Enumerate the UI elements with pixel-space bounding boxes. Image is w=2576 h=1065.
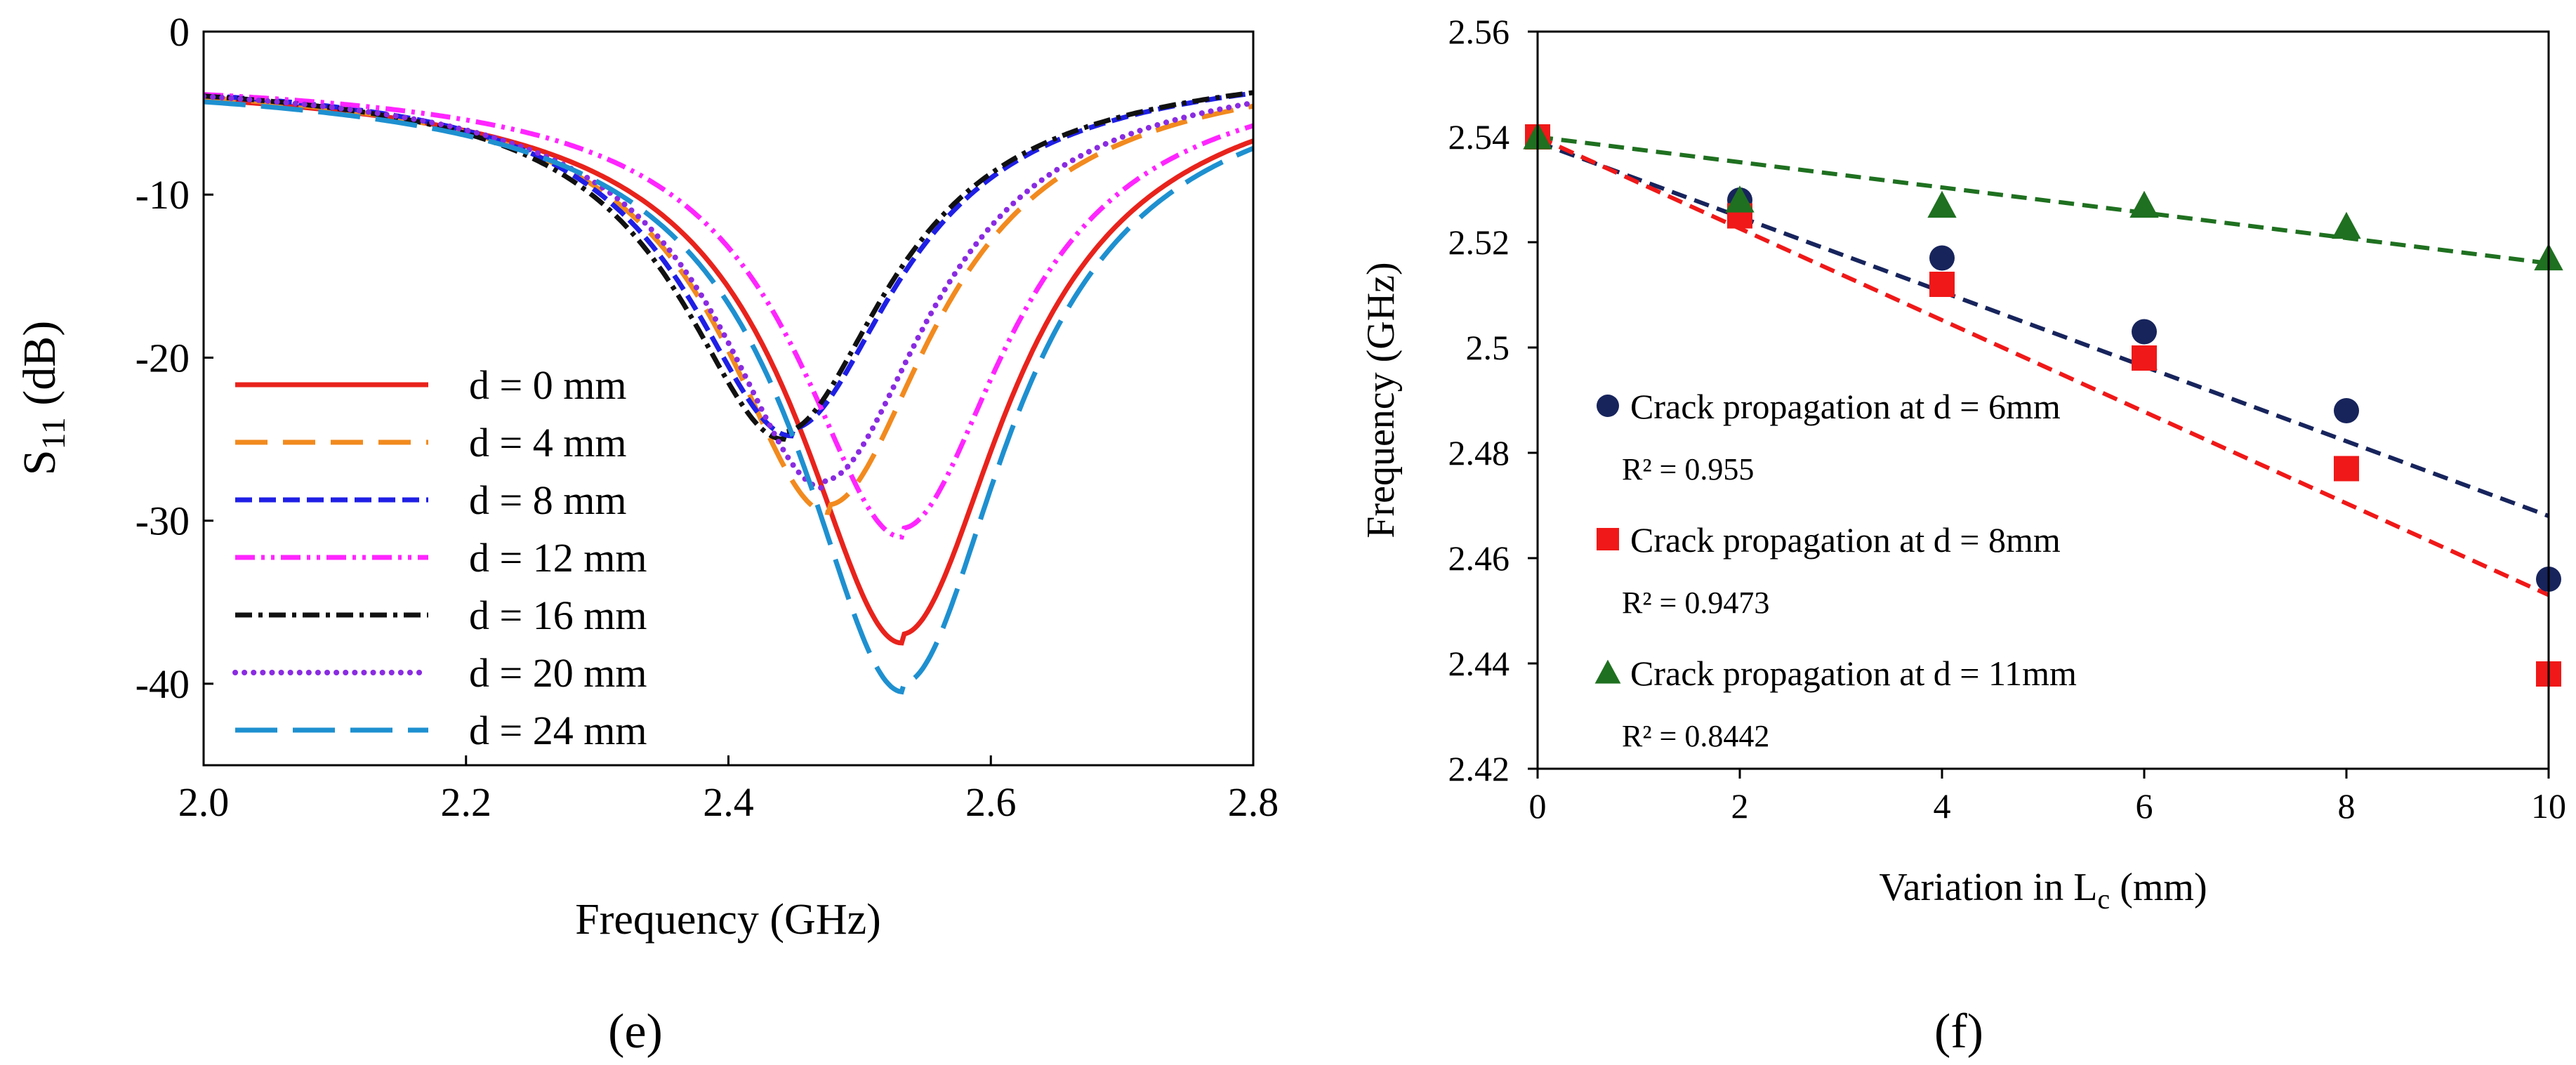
chart-e-x-tick-label: 2.8	[1228, 779, 1279, 825]
chart-f-point-2-1	[1725, 185, 1755, 213]
chart-f-y-tick-label: 2.46	[1448, 538, 1510, 578]
chart-e-legend-label: d = 24 mm	[469, 708, 647, 753]
chart-f-legend-marker	[1597, 528, 1619, 550]
chart-f-y-tick-label: 2.42	[1448, 749, 1510, 788]
chart-f-point-0-2	[1929, 245, 1955, 271]
chart-f-point-0-3	[2132, 319, 2157, 345]
chart-e-x-tick-label: 2.4	[703, 779, 754, 825]
chart-f-trendlines	[1536, 135, 2550, 597]
chart-e-ticks: 2.0 2.2 2.4 2.6 2.8 0 -10 -20 -30 -40	[136, 9, 1279, 825]
chart-f-legend-r2: R² = 0.8442	[1622, 719, 1769, 753]
chart-f-x-tick-label: 2	[1731, 786, 1749, 826]
chart-f-legend-marker	[1594, 659, 1621, 684]
chart-f-legend-label: Crack propagation at d = 11mm	[1630, 654, 2077, 693]
chart-f-x-axis-label: Variation in Lc (mm)	[1879, 866, 2207, 915]
chart-e-x-tick-label: 2.6	[965, 779, 1017, 825]
chart-f-x-tick-label: 10	[2531, 786, 2566, 826]
chart-e-legend-label: d = 20 mm	[469, 650, 647, 696]
chart-e-legend-label: d = 4 mm	[469, 420, 626, 465]
chart-f-point-2-4	[2332, 211, 2361, 239]
chart-e-series-line-6	[204, 99, 1253, 695]
chart-f-x-tick-label: 0	[1529, 786, 1547, 826]
chart-f-legend: Crack propagation at d = 6mm R² = 0.955 Cr…	[1594, 387, 2077, 753]
chart-f-legend-r2: R² = 0.9473	[1622, 586, 1769, 620]
chart-e-legend-label: d = 12 mm	[469, 535, 647, 581]
chart-e-y-tick-label: -20	[136, 335, 190, 381]
chart-e-series-lines	[204, 90, 1253, 695]
chart-f-point-1-4	[2334, 456, 2359, 482]
chart-e: 2.0 2.2 2.4 2.6 2.80-10-20-30-40 d = 0 mmd =…	[14, 9, 1279, 1059]
chart-f-trendline-1	[1536, 135, 2550, 597]
chart-e-series-line-0	[204, 97, 1253, 646]
chart-f: 0 2 4 6 8 10 2.42 2.44 2.46 2.48 2.5 2.52 2.54 2.56 C…	[1359, 12, 2566, 1059]
chart-e-legend-label: d = 16 mm	[469, 593, 647, 638]
chart-e-x-tick-label: 2.0	[178, 779, 230, 825]
chart-f-legend-label: Crack propagation at d = 8mm	[1630, 520, 2061, 560]
chart-e-legend-label: d = 0 mm	[469, 362, 626, 408]
chart-f-y-axis-label: Frequency (GHz)	[1359, 262, 1403, 538]
chart-e-legend: d = 0 mm d = 4 mm d = 8 mm d = 12 mm d = 16 …	[232, 362, 647, 753]
chart-e-y-tick-label: -10	[136, 172, 190, 218]
chart-e-y-axis-label: S11 (dB)	[14, 321, 72, 475]
chart-f-x-tick-label: 8	[2338, 786, 2356, 826]
chart-f-trendline-0	[1536, 140, 2550, 518]
chart-e-series-line-4	[204, 90, 1253, 442]
chart-f-legend-label: Crack propagation at d = 6mm	[1630, 387, 2061, 426]
chart-f-y-tick-label: 2.44	[1448, 644, 1510, 683]
chart-e-y-tick-label: -40	[136, 661, 190, 707]
chart-f-trendline-2	[1537, 135, 2549, 265]
chart-e-y-tick-label: 0	[169, 9, 190, 55]
chart-f-point-1-3	[2132, 345, 2157, 371]
chart-f-point-0-4	[2334, 398, 2359, 423]
chart-f-y-tick-label: 2.52	[1448, 223, 1510, 262]
chart-f-point-2-2	[1927, 190, 1957, 218]
chart-f-plot-frame	[1536, 30, 2550, 770]
chart-e-legend-label: d = 8 mm	[469, 477, 626, 523]
chart-e-panel-label: (e)	[608, 1005, 663, 1059]
chart-e-y-tick-label: -30	[136, 498, 190, 544]
chart-f-y-tick-label: 2.54	[1448, 117, 1510, 157]
chart-f-panel-label: (f)	[1934, 1005, 1983, 1059]
chart-f-x-tick-label: 6	[2136, 786, 2153, 826]
chart-e-series-line-3	[204, 92, 1253, 540]
chart-f-ticks: 0 2 4 6 8 10 2.42 2.44 2.46 2.48 2.5 2.52 2.54 2.56	[1448, 12, 2567, 826]
chart-f-y-tick-label: 2.56	[1448, 12, 1510, 51]
chart-f-y-tick-label: 2.48	[1448, 433, 1510, 472]
chart-e-series-line-5	[204, 93, 1253, 491]
chart-f-legend-r2: R² = 0.955	[1622, 452, 1754, 487]
chart-e-x-tick-label: 2.2	[441, 779, 492, 825]
chart-f-point-2-3	[2129, 190, 2159, 218]
chart-e-x-axis-label: Frequency (GHz)	[575, 896, 881, 944]
chart-f-legend-marker	[1597, 395, 1619, 417]
chart-f-y-tick-label: 2.5	[1466, 328, 1510, 367]
chart-e-series-line-1	[204, 95, 1253, 515]
chart-f-x-tick-label: 4	[1934, 786, 1951, 826]
chart-f-point-1-2	[1929, 272, 1955, 297]
chart-e-plot-frame	[202, 30, 1255, 767]
